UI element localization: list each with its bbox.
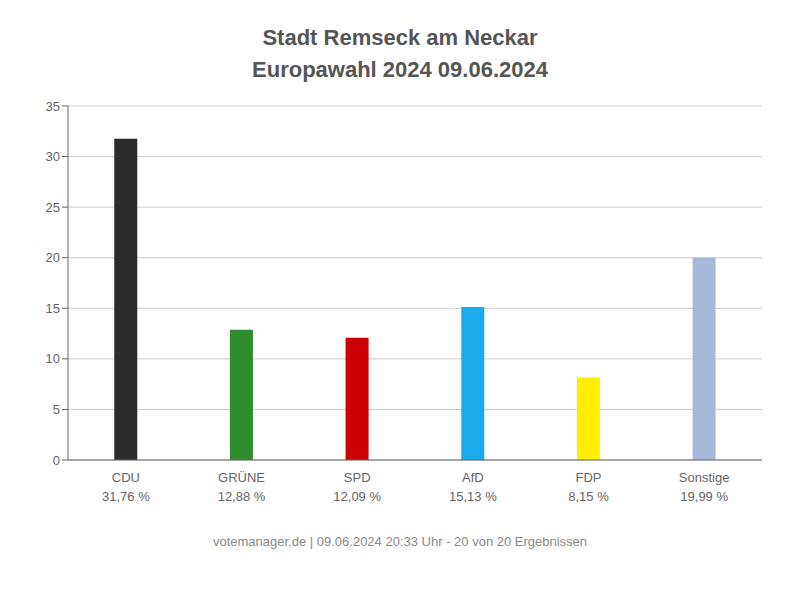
html-text:Europawahl 2024 09.06.2024: Europawahl 2024 09.06.2024 xyxy=(252,57,548,82)
svg-text:25: 25 xyxy=(46,200,60,215)
svg-text:15: 15 xyxy=(46,301,60,316)
svg-text:5: 5 xyxy=(53,402,60,417)
html-text:votemanager.de | 09.06.2024 20: votemanager.de | 09.06.2024 20:33 Uhr - … xyxy=(212,534,588,549)
svg-text:GRÜNE12,88 %: GRÜNE12,88 % xyxy=(218,470,266,504)
svg-text:30: 30 xyxy=(46,149,60,164)
svg-text:35: 35 xyxy=(46,99,60,114)
html-text:Stadt Remseck am Neckar: Stadt Remseck am Neckar xyxy=(262,25,538,50)
svg-text:10: 10 xyxy=(46,351,60,366)
svg-text:CDU31,76 %: CDU31,76 % xyxy=(102,470,150,504)
svg-text:0: 0 xyxy=(53,453,60,468)
svg-text:20: 20 xyxy=(46,250,60,265)
svg-text:Sonstige19,99 %: Sonstige19,99 % xyxy=(679,470,730,504)
svg-text:SPD12,09 %: SPD12,09 % xyxy=(333,470,381,504)
svg-text:AfD15,13 %: AfD15,13 % xyxy=(449,470,497,504)
svg-text:FDP8,15 %: FDP8,15 % xyxy=(568,470,609,504)
